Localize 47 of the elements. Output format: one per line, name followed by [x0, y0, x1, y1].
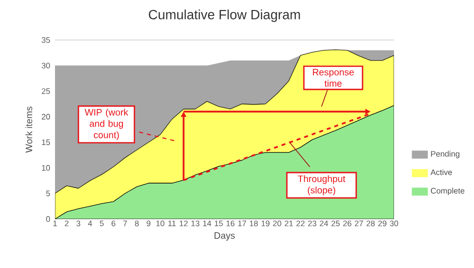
x-tick-label: 9 [146, 220, 150, 226]
x-tick-label: 24 [320, 220, 328, 226]
x-tick-label: 30 [390, 220, 398, 226]
x-tick-label: 29 [378, 220, 386, 226]
y-tick-label: 35 [42, 37, 50, 43]
chart-title: Cumulative Flow Diagram [148, 10, 300, 22]
x-tick-label: 4 [88, 220, 92, 226]
x-tick-label: 8 [134, 220, 139, 226]
x-tick-label: 25 [332, 220, 340, 226]
x-tick-label: 7 [123, 220, 127, 226]
y-axis-title: Work items [25, 106, 32, 153]
x-tick-label: 15 [214, 220, 223, 226]
x-tick-label: 21 [284, 220, 293, 226]
x-tick-label: 19 [262, 220, 270, 226]
legend-label: Complete [430, 188, 464, 196]
x-tick-label: 5 [100, 220, 104, 226]
annotation: Response time [312, 68, 354, 87]
y-tick-label: 20 [42, 114, 50, 120]
legend-label: Pending [431, 150, 460, 158]
y-tick-label: 10 [42, 165, 50, 171]
x-tick-label: 1 [53, 220, 57, 226]
x-tick-label: 3 [76, 220, 80, 226]
y-tick-label: 25 [42, 88, 50, 94]
y-tick-label: 0 [46, 216, 50, 222]
x-axis-title: Days [214, 232, 235, 241]
y-tick-label: 30 [42, 62, 50, 68]
y-tick-label: 5 [46, 190, 50, 196]
x-tick-label: 20 [273, 220, 282, 226]
x-tick-label: 18 [250, 220, 258, 226]
x-tick-label: 23 [308, 220, 316, 226]
annotation: Throughput (slope) [298, 175, 346, 196]
y-tick-label: 15 [42, 140, 50, 146]
x-tick-label: 14 [203, 220, 212, 226]
x-tick-label: 28 [366, 220, 375, 226]
x-tick-label: 13 [191, 220, 200, 226]
annotation: WIP (work and bug count) [84, 108, 128, 140]
x-tick-label: 10 [156, 220, 164, 226]
x-tick-label: 12 [180, 220, 188, 226]
x-tick-label: 2 [64, 220, 69, 226]
legend-label: Active [430, 169, 452, 176]
x-tick-label: 16 [226, 220, 234, 226]
x-tick-label: 27 [354, 220, 363, 226]
x-tick-label: 6 [112, 220, 116, 226]
x-tick-label: 26 [343, 220, 352, 226]
x-tick-label: 17 [238, 220, 246, 226]
x-tick-label: 22 [296, 220, 305, 226]
x-tick-label: 11 [168, 220, 176, 226]
